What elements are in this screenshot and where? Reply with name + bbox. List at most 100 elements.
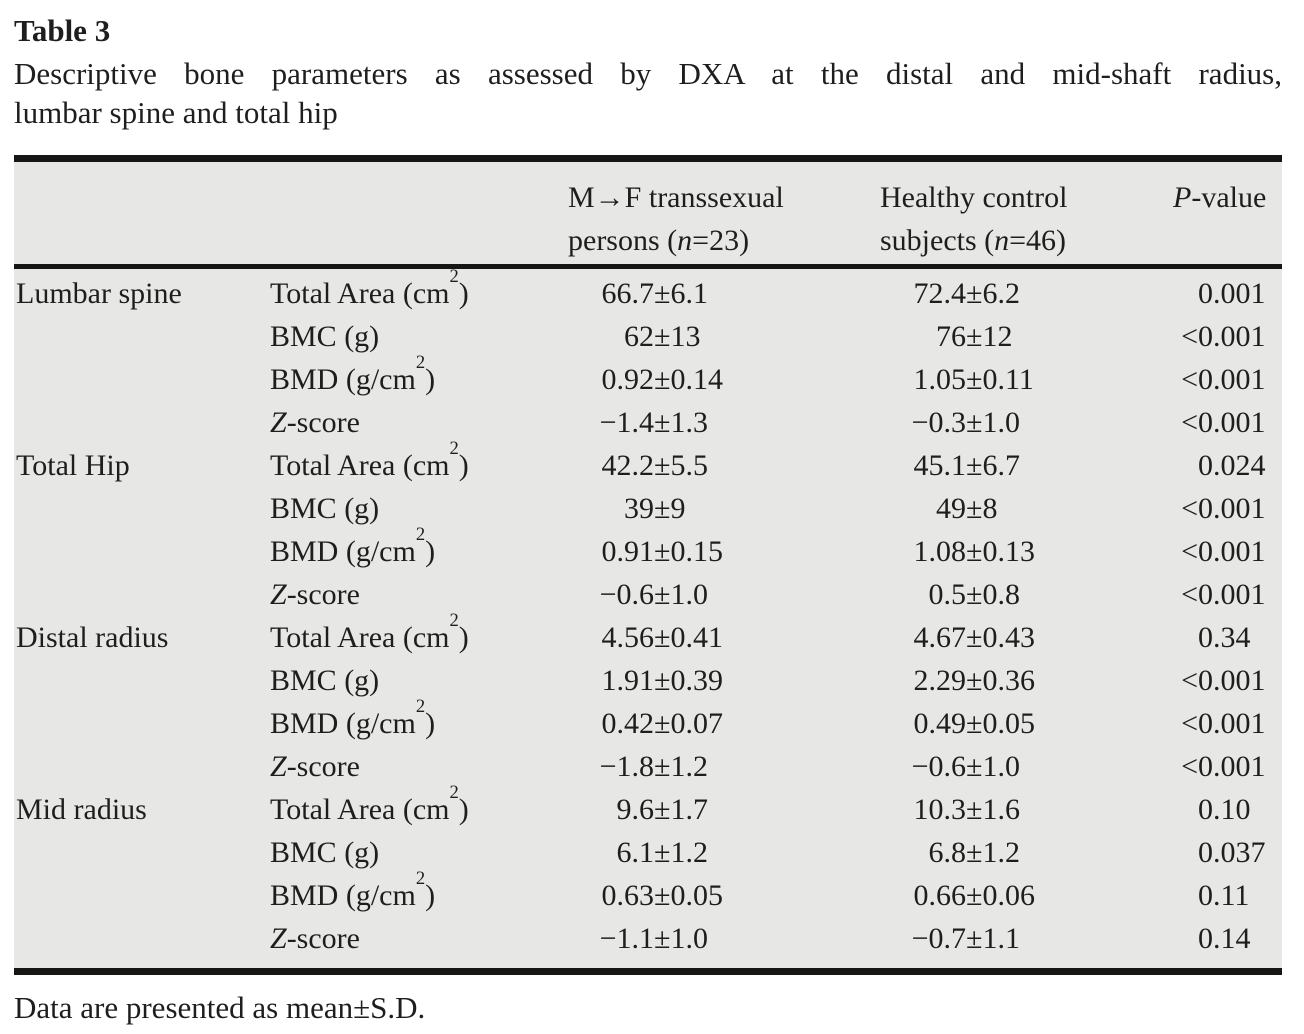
mean-value: 39	[624, 491, 654, 525]
table-row: BMD (g/cm2) 0.42 ±0.07 0.49 ±0.05 <0.001	[14, 696, 1282, 745]
p-value-cell: 0.037	[1173, 836, 1282, 870]
sd-value: 1.2	[670, 835, 708, 869]
mean-value: 0.63	[601, 878, 655, 912]
plus-minus-sign: ±	[966, 577, 983, 611]
mean-value: −0.7	[911, 921, 966, 955]
p-value-decimal-part: .001	[1213, 276, 1266, 310]
sd-value: 0.41	[670, 620, 723, 654]
page: Table 3 Descriptive bone parameters as a…	[14, 12, 1282, 1027]
mean-value: 0.92	[601, 362, 655, 396]
p-value-decimal-part: .001	[1213, 319, 1266, 353]
table-row: BMC (g) 1.91 ±0.39 2.29 ±0.36 <0.001	[14, 659, 1282, 702]
column-header-transsexual-line2: persons (n=23)	[568, 224, 750, 257]
plus-minus-sign: ±	[654, 620, 671, 654]
plus-minus-sign: ±	[966, 405, 983, 439]
mean-value: −0.6	[599, 577, 654, 611]
table-footnote: Data are presented as mean±S.D.	[14, 990, 426, 1025]
plus-minus-sign: ±	[654, 534, 671, 568]
transsexual-value-cell: −0.6 ±1.0	[568, 578, 880, 612]
p-value-decimal-part: .001	[1213, 706, 1266, 740]
plus-minus-sign: ±	[654, 878, 671, 912]
parameter-cell: Total Area (cm2)	[270, 266, 469, 310]
plus-minus-sign: ±	[654, 921, 671, 955]
transsexual-value-cell: 42.2 ±5.5	[568, 449, 880, 483]
p-value-decimal-part: .001	[1213, 534, 1266, 568]
sd-value: 1.0	[982, 749, 1020, 783]
p-value-integer-part: <0	[1181, 362, 1213, 396]
p-value-cell: 0.001	[1173, 277, 1282, 311]
p-value-decimal-part: .11	[1213, 878, 1250, 912]
caption-line-1: Descriptive bone parameters as assessed …	[14, 56, 1282, 91]
transsexual-value-cell: 1.91 ±0.39	[568, 664, 880, 698]
group-cell: Mid radius	[16, 792, 147, 826]
group-cell: Total Hip	[16, 448, 130, 482]
p-value-cell: <0.001	[1173, 406, 1282, 440]
mean-value: 10.3	[913, 792, 967, 826]
column-header-control-line2: subjects (n=46)	[880, 224, 1067, 257]
control-value-cell: −0.7 ±1.1	[880, 922, 1173, 956]
control-value-cell: 10.3 ±1.6	[880, 793, 1173, 827]
parameter-cell: BMC (g)	[270, 835, 380, 869]
mean-value: −1.8	[599, 749, 654, 783]
control-value-cell: 72.4 ±6.2	[880, 277, 1173, 311]
parameter-cell: BMD (g/cm2)	[270, 696, 436, 740]
table-row: Lumbar spine Total Area (cm2) 66.7 ±6.1 72.4…	[14, 266, 1282, 315]
plus-minus-sign: ±	[966, 792, 983, 826]
table-row: BMD (g/cm2) 0.63 ±0.05 0.66 ±0.06 0.11	[14, 869, 1282, 917]
parameter-cell: BMC (g)	[270, 663, 380, 697]
table-row: Z-score −0.6 ±1.0 0.5 ±0.8 <0.001	[14, 573, 1282, 616]
mean-value: 76	[936, 319, 966, 353]
control-value-cell: 0.5 ±0.8	[880, 578, 1173, 612]
p-value-cell: <0.001	[1173, 320, 1282, 354]
p-value-decimal-part: .037	[1213, 835, 1266, 869]
p-value-integer-part: 0	[1198, 878, 1213, 912]
transsexual-value-cell: 4.56 ±0.41	[568, 621, 880, 655]
plus-minus-sign: ±	[966, 319, 983, 353]
parameter-cell: BMD (g/cm2)	[270, 352, 436, 396]
sd-value: 1.0	[670, 577, 708, 611]
p-value-integer-part: 0	[1198, 792, 1213, 826]
sd-value: 0.06	[982, 878, 1035, 912]
sd-value: 0.05	[982, 706, 1035, 740]
transsexual-value-cell: −1.8 ±1.2	[568, 750, 880, 784]
table-header-row: M→F transsexual persons (n=23) Healthy c…	[14, 162, 1282, 269]
p-value-cell: <0.001	[1173, 492, 1282, 526]
parameter-cell: BMC (g)	[270, 319, 380, 353]
transsexual-value-cell: 0.63 ±0.05	[568, 879, 880, 913]
parameter-cell: Z-score	[270, 749, 360, 783]
p-value-cell: <0.001	[1173, 578, 1282, 612]
plus-minus-sign: ±	[654, 276, 671, 310]
control-value-cell: −0.6 ±1.0	[880, 750, 1173, 784]
p-value-cell: <0.001	[1173, 535, 1282, 569]
group-cell: Lumbar spine	[16, 276, 182, 310]
control-value-cell: 76 ±12	[880, 320, 1173, 354]
table-row: BMC (g) 62 ±13 76 ±12 <0.001	[14, 315, 1282, 358]
mean-value: 72.4	[913, 276, 967, 310]
caption-line-2: lumbar spine and total hip	[14, 95, 338, 130]
control-value-cell: 49 ±8	[880, 492, 1173, 526]
parameter-cell: Total Area (cm2)	[270, 782, 469, 826]
p-value-cell: 0.10	[1173, 793, 1282, 827]
mean-value: 0.91	[601, 534, 655, 568]
p-value-cell: <0.001	[1173, 363, 1282, 397]
plus-minus-sign: ±	[966, 663, 983, 697]
mean-value: 0.5	[928, 577, 967, 611]
control-value-cell: 1.08 ±0.13	[880, 535, 1173, 569]
mean-value: 9.6	[616, 792, 655, 826]
parameter-cell: Total Area (cm2)	[270, 610, 469, 654]
mean-value: 0.66	[913, 878, 967, 912]
plus-minus-sign: ±	[654, 792, 671, 826]
sd-value: 1.1	[982, 921, 1020, 955]
column-header-pvalue: P-value	[1173, 181, 1267, 214]
table-row: BMC (g) 6.1 ±1.2 6.8 ±1.2 0.037	[14, 831, 1282, 874]
plus-minus-sign: ±	[654, 749, 671, 783]
plus-minus-sign: ±	[654, 319, 671, 353]
sd-value: 0.13	[982, 534, 1035, 568]
plus-minus-sign: ±	[654, 448, 671, 482]
mean-value: 6.8	[928, 835, 967, 869]
p-value-integer-part: <0	[1181, 534, 1213, 568]
table-row: Z-score −1.8 ±1.2 −0.6 ±1.0 <0.001	[14, 745, 1282, 788]
p-value-cell: 0.14	[1173, 922, 1282, 956]
mean-value: 42.2	[601, 448, 655, 482]
table-row: Z-score −1.1 ±1.0 −0.7 ±1.1 0.14	[14, 917, 1282, 960]
